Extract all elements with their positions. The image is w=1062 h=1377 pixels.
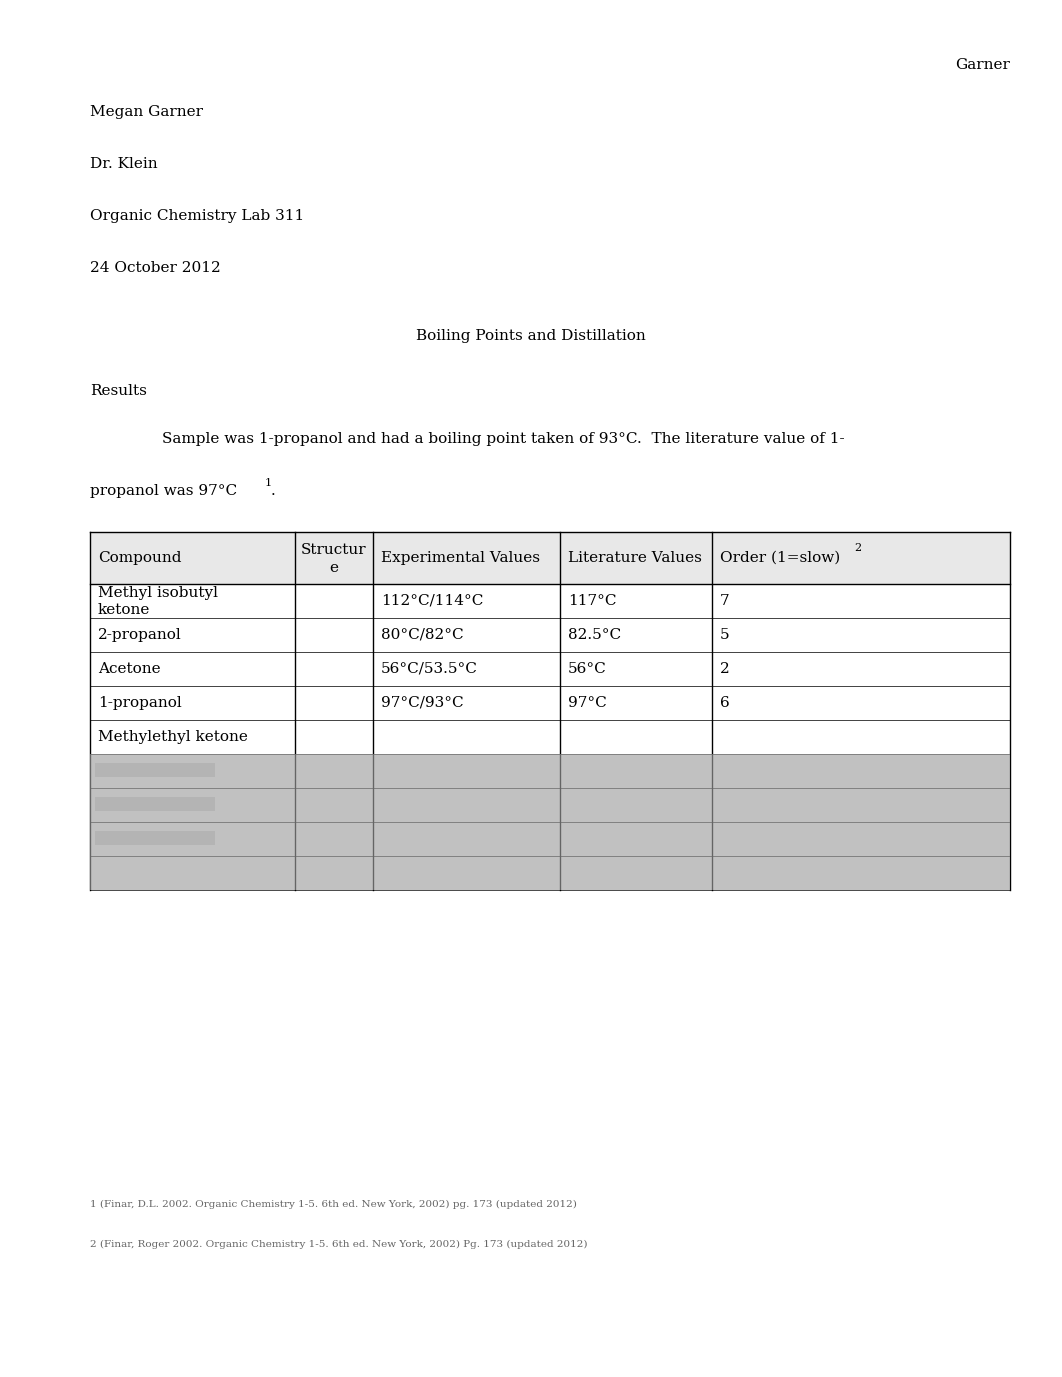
Text: e: e	[329, 560, 339, 576]
Text: propanol was 97°C: propanol was 97°C	[90, 483, 237, 498]
Bar	[95, 797, 215, 811]
Text: Results: Results	[90, 384, 147, 398]
Text: 112°C/114°C: 112°C/114°C	[381, 593, 483, 609]
Text: 80°C/82°C: 80°C/82°C	[381, 628, 464, 642]
Text: .: .	[271, 483, 276, 498]
Bar	[95, 830, 215, 845]
Text: 5: 5	[720, 628, 730, 642]
Bar	[90, 755, 1010, 890]
Text: Garner: Garner	[955, 58, 1010, 72]
Text: 2-propanol: 2-propanol	[98, 628, 182, 642]
Text: Boiling Points and Distillation: Boiling Points and Distillation	[416, 329, 646, 343]
Text: 117°C: 117°C	[568, 593, 617, 609]
Text: Megan Garner: Megan Garner	[90, 105, 203, 118]
Text: 2: 2	[854, 543, 861, 554]
Text: Dr. Klein: Dr. Klein	[90, 157, 157, 171]
Text: Structur: Structur	[302, 543, 366, 558]
Bar	[90, 755, 1010, 788]
Text: 7: 7	[720, 593, 730, 609]
Text: Methyl isobutyl: Methyl isobutyl	[98, 587, 218, 600]
Bar	[90, 687, 1010, 720]
Text: 2 (Finar, Roger 2002. Organic Chemistry 1-5. 6th ed. New York, 2002) Pg. 173 (up: 2 (Finar, Roger 2002. Organic Chemistry …	[90, 1241, 587, 1249]
Bar	[90, 755, 1010, 890]
Text: Organic Chemistry Lab 311: Organic Chemistry Lab 311	[90, 209, 304, 223]
Text: 1-propanol: 1-propanol	[98, 695, 182, 711]
Text: 6: 6	[720, 695, 730, 711]
Text: 2: 2	[720, 662, 730, 676]
Text: 1 (Finar, D.L. 2002. Organic Chemistry 1-5. 6th ed. New York, 2002) pg. 173 (upd: 1 (Finar, D.L. 2002. Organic Chemistry 1…	[90, 1199, 577, 1209]
Bar	[90, 653, 1010, 686]
Bar	[90, 789, 1010, 822]
Text: Literature Values: Literature Values	[568, 551, 702, 565]
Text: ketone: ketone	[98, 603, 151, 617]
Bar	[95, 763, 215, 777]
Text: Acetone: Acetone	[98, 662, 160, 676]
Bar	[90, 532, 1010, 890]
Text: 82.5°C: 82.5°C	[568, 628, 621, 642]
Text: 24 October 2012: 24 October 2012	[90, 262, 221, 275]
Bar	[90, 822, 1010, 856]
Text: 1: 1	[266, 478, 272, 487]
Text: 97°C/93°C: 97°C/93°C	[381, 695, 464, 711]
Text: Compound: Compound	[98, 551, 182, 565]
Text: Sample was 1-propanol and had a boiling point taken of 93°C.  The literature val: Sample was 1-propanol and had a boiling …	[162, 432, 844, 446]
Bar	[90, 720, 1010, 755]
Text: Methylethyl ketone: Methylethyl ketone	[98, 730, 247, 744]
Text: 56°C: 56°C	[568, 662, 606, 676]
Text: Experimental Values: Experimental Values	[381, 551, 539, 565]
Bar	[90, 584, 1010, 618]
Bar	[90, 618, 1010, 651]
Bar	[90, 755, 1010, 890]
Text: Order (1=slow): Order (1=slow)	[720, 551, 840, 565]
Text: 97°C: 97°C	[568, 695, 606, 711]
Text: 56°C/53.5°C: 56°C/53.5°C	[381, 662, 478, 676]
Bar	[90, 856, 1010, 890]
